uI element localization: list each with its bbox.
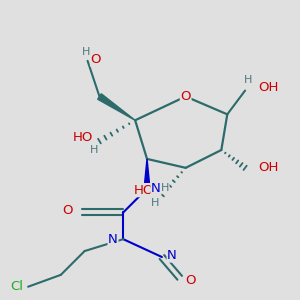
Text: H: H — [161, 183, 169, 193]
Text: O: O — [91, 53, 101, 66]
Text: O: O — [186, 274, 196, 287]
Text: OH: OH — [259, 81, 279, 94]
Text: N: N — [167, 249, 177, 262]
Text: H: H — [244, 75, 252, 85]
Polygon shape — [98, 94, 135, 120]
Text: H: H — [151, 198, 159, 208]
Polygon shape — [144, 159, 150, 189]
Text: N: N — [151, 182, 161, 194]
Text: HO: HO — [73, 131, 94, 144]
Text: Cl: Cl — [11, 280, 24, 293]
Text: N: N — [108, 233, 118, 246]
Text: O: O — [62, 204, 73, 218]
Text: H: H — [82, 47, 90, 57]
Text: OH: OH — [259, 161, 279, 174]
Text: H: H — [90, 145, 98, 155]
Text: HO: HO — [134, 184, 154, 196]
Text: O: O — [180, 90, 191, 103]
